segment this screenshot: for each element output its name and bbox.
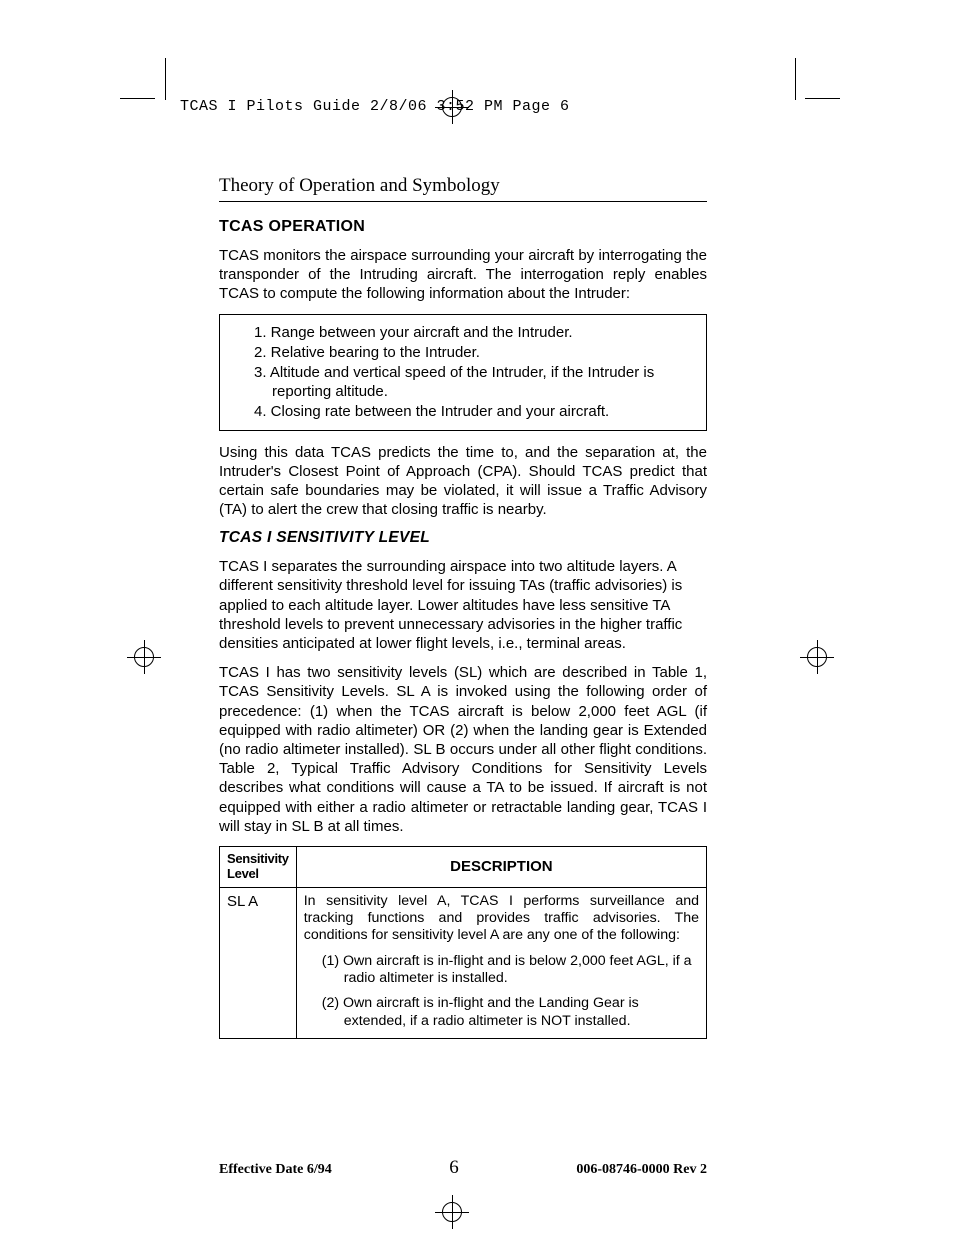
box-item: 2. Relative bearing to the Intruder. xyxy=(230,343,696,362)
sensitivity-level-table: Sensitivity Level DESCRIPTION SL A In se… xyxy=(219,846,707,1039)
table-desc-para: In sensitivity level A, TCAS I performs … xyxy=(304,893,699,945)
table-cell-sla-desc: In sensitivity level A, TCAS I performs … xyxy=(296,887,706,1038)
table-cell-sla-label: SL A xyxy=(220,887,297,1038)
box-item: 4. Closing rate between the Intruder and… xyxy=(230,402,696,421)
table-header-description: DESCRIPTION xyxy=(296,846,706,887)
paragraph-cpa: Using this data TCAS predicts the time t… xyxy=(219,443,707,520)
registration-target-icon xyxy=(127,640,161,674)
intruder-info-box: 1. Range between your aircraft and the I… xyxy=(219,314,707,431)
table-condition: (2) Own aircraft is in-flight and the La… xyxy=(304,995,699,1030)
crop-mark xyxy=(120,98,155,99)
paragraph-sensitivity-1: TCAS I separates the surrounding airspac… xyxy=(219,557,707,653)
table-condition: (1) Own aircraft is in-flight and is bel… xyxy=(304,953,699,988)
crop-mark xyxy=(165,58,166,100)
page-content: Theory of Operation and Symbology TCAS O… xyxy=(219,175,707,1039)
paragraph-sensitivity-2: TCAS I has two sensitivity levels (SL) w… xyxy=(219,663,707,836)
section-title: Theory of Operation and Symbology xyxy=(219,175,707,197)
footer-effective-date: Effective Date 6/94 xyxy=(219,1162,332,1178)
table-header-sensitivity: Sensitivity Level xyxy=(220,846,297,887)
registration-target-icon xyxy=(435,1195,469,1229)
registration-target-icon xyxy=(800,640,834,674)
crop-mark xyxy=(805,98,840,99)
box-item: 3. Altitude and vertical speed of the In… xyxy=(230,363,696,401)
crop-mark xyxy=(795,58,796,100)
subheading-sensitivity: TCAS I SENSITIVITY LEVEL xyxy=(219,529,707,547)
footer-revision: 006-08746-0000 Rev 2 xyxy=(576,1162,707,1178)
footer-page-number: 6 xyxy=(449,1157,459,1179)
box-item: 1. Range between your aircraft and the I… xyxy=(230,323,696,342)
page-footer: Effective Date 6/94 6 006-08746-0000 Rev… xyxy=(219,1157,707,1179)
print-header-stamp: TCAS I Pilots Guide 2/8/06 3:52 PM Page … xyxy=(180,98,570,115)
heading-tcas-operation: TCAS OPERATION xyxy=(219,218,707,236)
intro-paragraph: TCAS monitors the airspace surrounding y… xyxy=(219,246,707,304)
title-rule xyxy=(219,201,707,202)
